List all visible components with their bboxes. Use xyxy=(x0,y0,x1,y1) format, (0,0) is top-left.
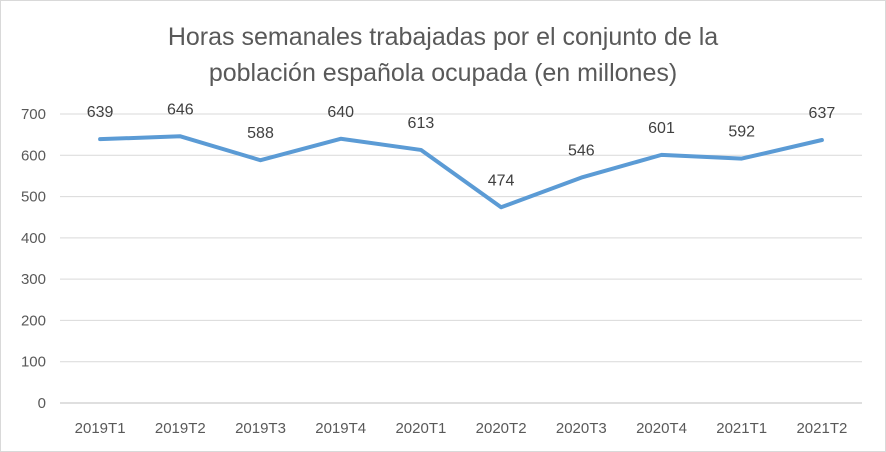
x-tick-label: 2019T1 xyxy=(75,420,126,437)
series-line xyxy=(98,134,824,210)
x-tick-label: 2019T4 xyxy=(315,420,366,437)
y-tick-label: 600 xyxy=(21,147,46,164)
y-tick-label: 500 xyxy=(21,189,46,206)
x-tick-label: 2019T3 xyxy=(235,420,286,437)
data-label: 640 xyxy=(327,104,354,121)
data-label: 474 xyxy=(488,172,515,189)
data-label: 592 xyxy=(728,124,755,141)
series-layer xyxy=(98,134,824,210)
data-label: 646 xyxy=(167,101,194,118)
x-tick-label: 2021T1 xyxy=(716,420,767,437)
data-label: 546 xyxy=(568,143,595,160)
x-tick-label: 2020T4 xyxy=(636,420,687,437)
chart-title-line-2: población española ocupada (en millones) xyxy=(208,59,678,87)
x-axis-ticks: 2019T1 2019T2 2019T3 2019T4 2020T1 2020T2 2020… xyxy=(75,420,848,437)
data-label: 637 xyxy=(809,105,836,122)
y-tick-label: 300 xyxy=(21,271,46,288)
y-axis-ticks: 0 100 200 300 400 500 600 700 xyxy=(21,106,46,412)
data-label: 639 xyxy=(87,104,114,121)
gridlines xyxy=(60,113,862,404)
x-tick-label: 2021T2 xyxy=(796,420,847,437)
y-tick-label: 400 xyxy=(21,230,46,247)
chart-title: Horas semanales trabajadas por el conjun… xyxy=(1,19,885,91)
data-label: 613 xyxy=(408,115,435,132)
y-tick-label: 0 xyxy=(38,395,46,412)
x-tick-label: 2020T3 xyxy=(556,420,607,437)
x-tick-label: 2020T1 xyxy=(395,420,446,437)
data-label: 588 xyxy=(247,125,274,142)
data-labels: 639 646 588 640 613 474 546 601 592 637 xyxy=(87,101,836,189)
y-tick-label: 700 xyxy=(21,106,46,123)
chart-title-line-1: Horas semanales trabajadas por el conjun… xyxy=(167,23,719,51)
data-label: 601 xyxy=(648,120,675,137)
x-tick-label: 2020T2 xyxy=(476,420,527,437)
y-tick-label: 100 xyxy=(21,354,46,371)
y-tick-label: 200 xyxy=(21,312,46,329)
x-tick-label: 2019T2 xyxy=(155,420,206,437)
